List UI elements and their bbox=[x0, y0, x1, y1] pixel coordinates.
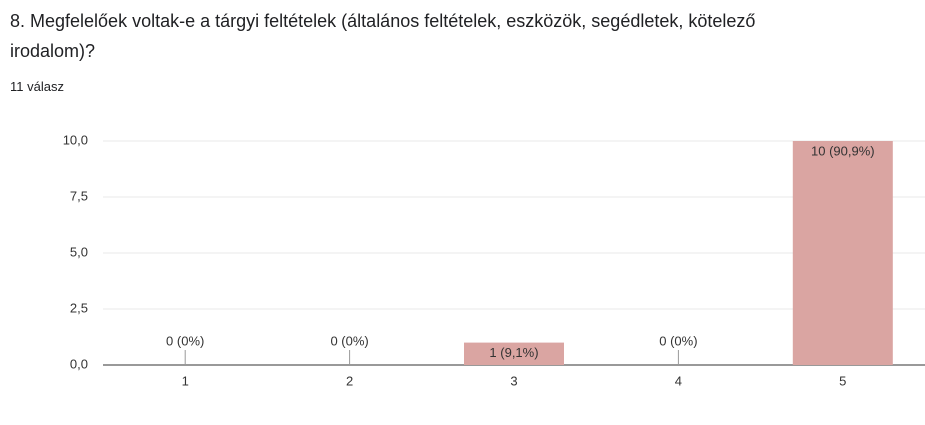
y-tick-label: 7,5 bbox=[70, 188, 88, 203]
data-label: 10 (90,9%) bbox=[811, 143, 875, 158]
response-count: 11 válasz bbox=[10, 79, 64, 94]
y-tick-label: 2,5 bbox=[70, 300, 88, 315]
y-tick-label: 5,0 bbox=[70, 244, 88, 259]
data-label: 0 (0%) bbox=[166, 333, 204, 348]
question-title: 8. Megfelelőek voltak-e a tárgyi feltéte… bbox=[10, 11, 756, 61]
data-label: 0 (0%) bbox=[659, 333, 697, 348]
x-tick-label: 2 bbox=[346, 373, 353, 388]
x-tick-label: 4 bbox=[675, 373, 682, 388]
x-tick-label: 5 bbox=[839, 373, 846, 388]
y-tick-label: 0,0 bbox=[70, 356, 88, 371]
y-tick-label: 10,0 bbox=[63, 132, 88, 147]
x-tick-label: 3 bbox=[510, 373, 517, 388]
data-label: 1 (9,1%) bbox=[489, 345, 538, 360]
data-label: 0 (0%) bbox=[330, 333, 368, 348]
bar bbox=[464, 342, 564, 365]
bar bbox=[792, 141, 893, 365]
x-tick-label: 1 bbox=[182, 373, 189, 388]
